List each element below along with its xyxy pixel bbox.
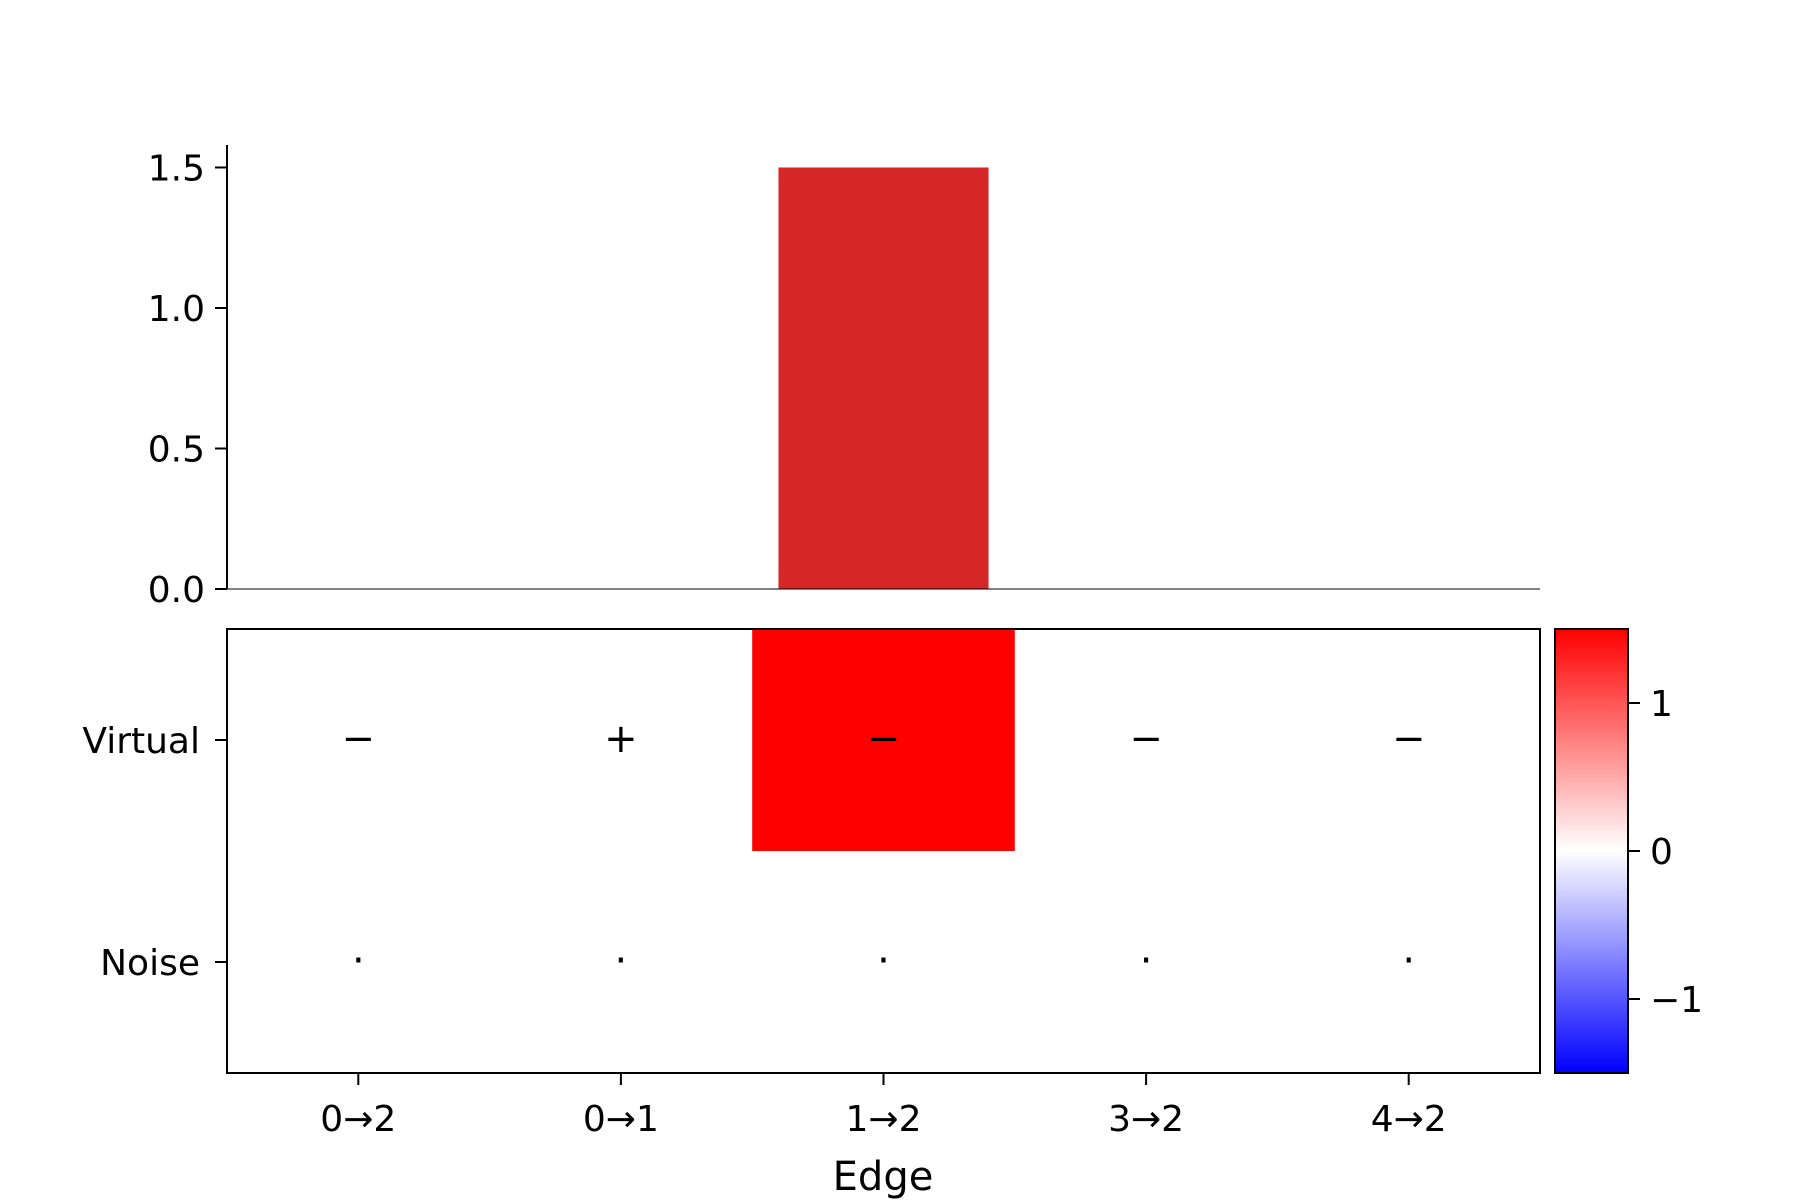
cell-marker: +	[604, 716, 638, 762]
x-tick-label: 4→2	[1371, 1099, 1447, 1140]
x-tick-label: 0→2	[320, 1099, 396, 1140]
heatmap-cell	[1277, 851, 1541, 1074]
y-tick-label: 0.0	[148, 570, 205, 611]
x-axis-label: Edge	[833, 1154, 934, 1200]
y-tick-label: 1.5	[148, 148, 205, 189]
cell-marker: −	[342, 716, 376, 762]
heatmap-cell	[489, 851, 753, 1074]
x-tick-label: 1→2	[846, 1099, 922, 1140]
y-tick-label: 0.5	[148, 429, 205, 470]
colorbar-tick-label: 0	[1650, 832, 1673, 873]
heatmap-cell	[752, 851, 1016, 1074]
heatmap-cell	[489, 629, 753, 852]
row-label: Noise	[100, 943, 200, 984]
cell-marker: ·	[352, 938, 365, 984]
cell-marker: ·	[615, 938, 628, 984]
heatmap-cell	[1277, 629, 1541, 852]
colorbar: 1 0 −1	[1554, 628, 1703, 1074]
cell-marker: ·	[1140, 938, 1153, 984]
x-tick-label: 0→1	[583, 1099, 659, 1140]
bar	[778, 167, 989, 589]
heatmap-cell	[227, 851, 491, 1074]
row-label: Virtual	[82, 721, 200, 762]
heatmap-cell	[752, 629, 1016, 852]
y-tick-label: 1.0	[148, 289, 205, 330]
heatmap-cell	[227, 629, 491, 852]
cell-marker: −	[867, 716, 901, 762]
x-tick-label: 3→2	[1108, 1099, 1184, 1140]
colorbar-tick-label: −1	[1650, 980, 1703, 1021]
cell-marker: ·	[1402, 938, 1415, 984]
colorbar-gradient	[1554, 628, 1629, 1074]
bar-chart: 0.0 0.5 1.0 1.5	[148, 145, 1540, 611]
cell-marker: ·	[877, 938, 890, 984]
heatmap-cell	[1014, 629, 1278, 852]
cell-marker: −	[1392, 716, 1426, 762]
heatmap-cell	[1014, 851, 1278, 1074]
cell-marker: −	[1129, 716, 1163, 762]
colorbar-tick-label: 1	[1650, 684, 1673, 725]
heatmap: − + − − − · · · · · Virtual Noise 0→2 0→1 1→2 3→2 4→2	[82, 628, 1541, 1140]
